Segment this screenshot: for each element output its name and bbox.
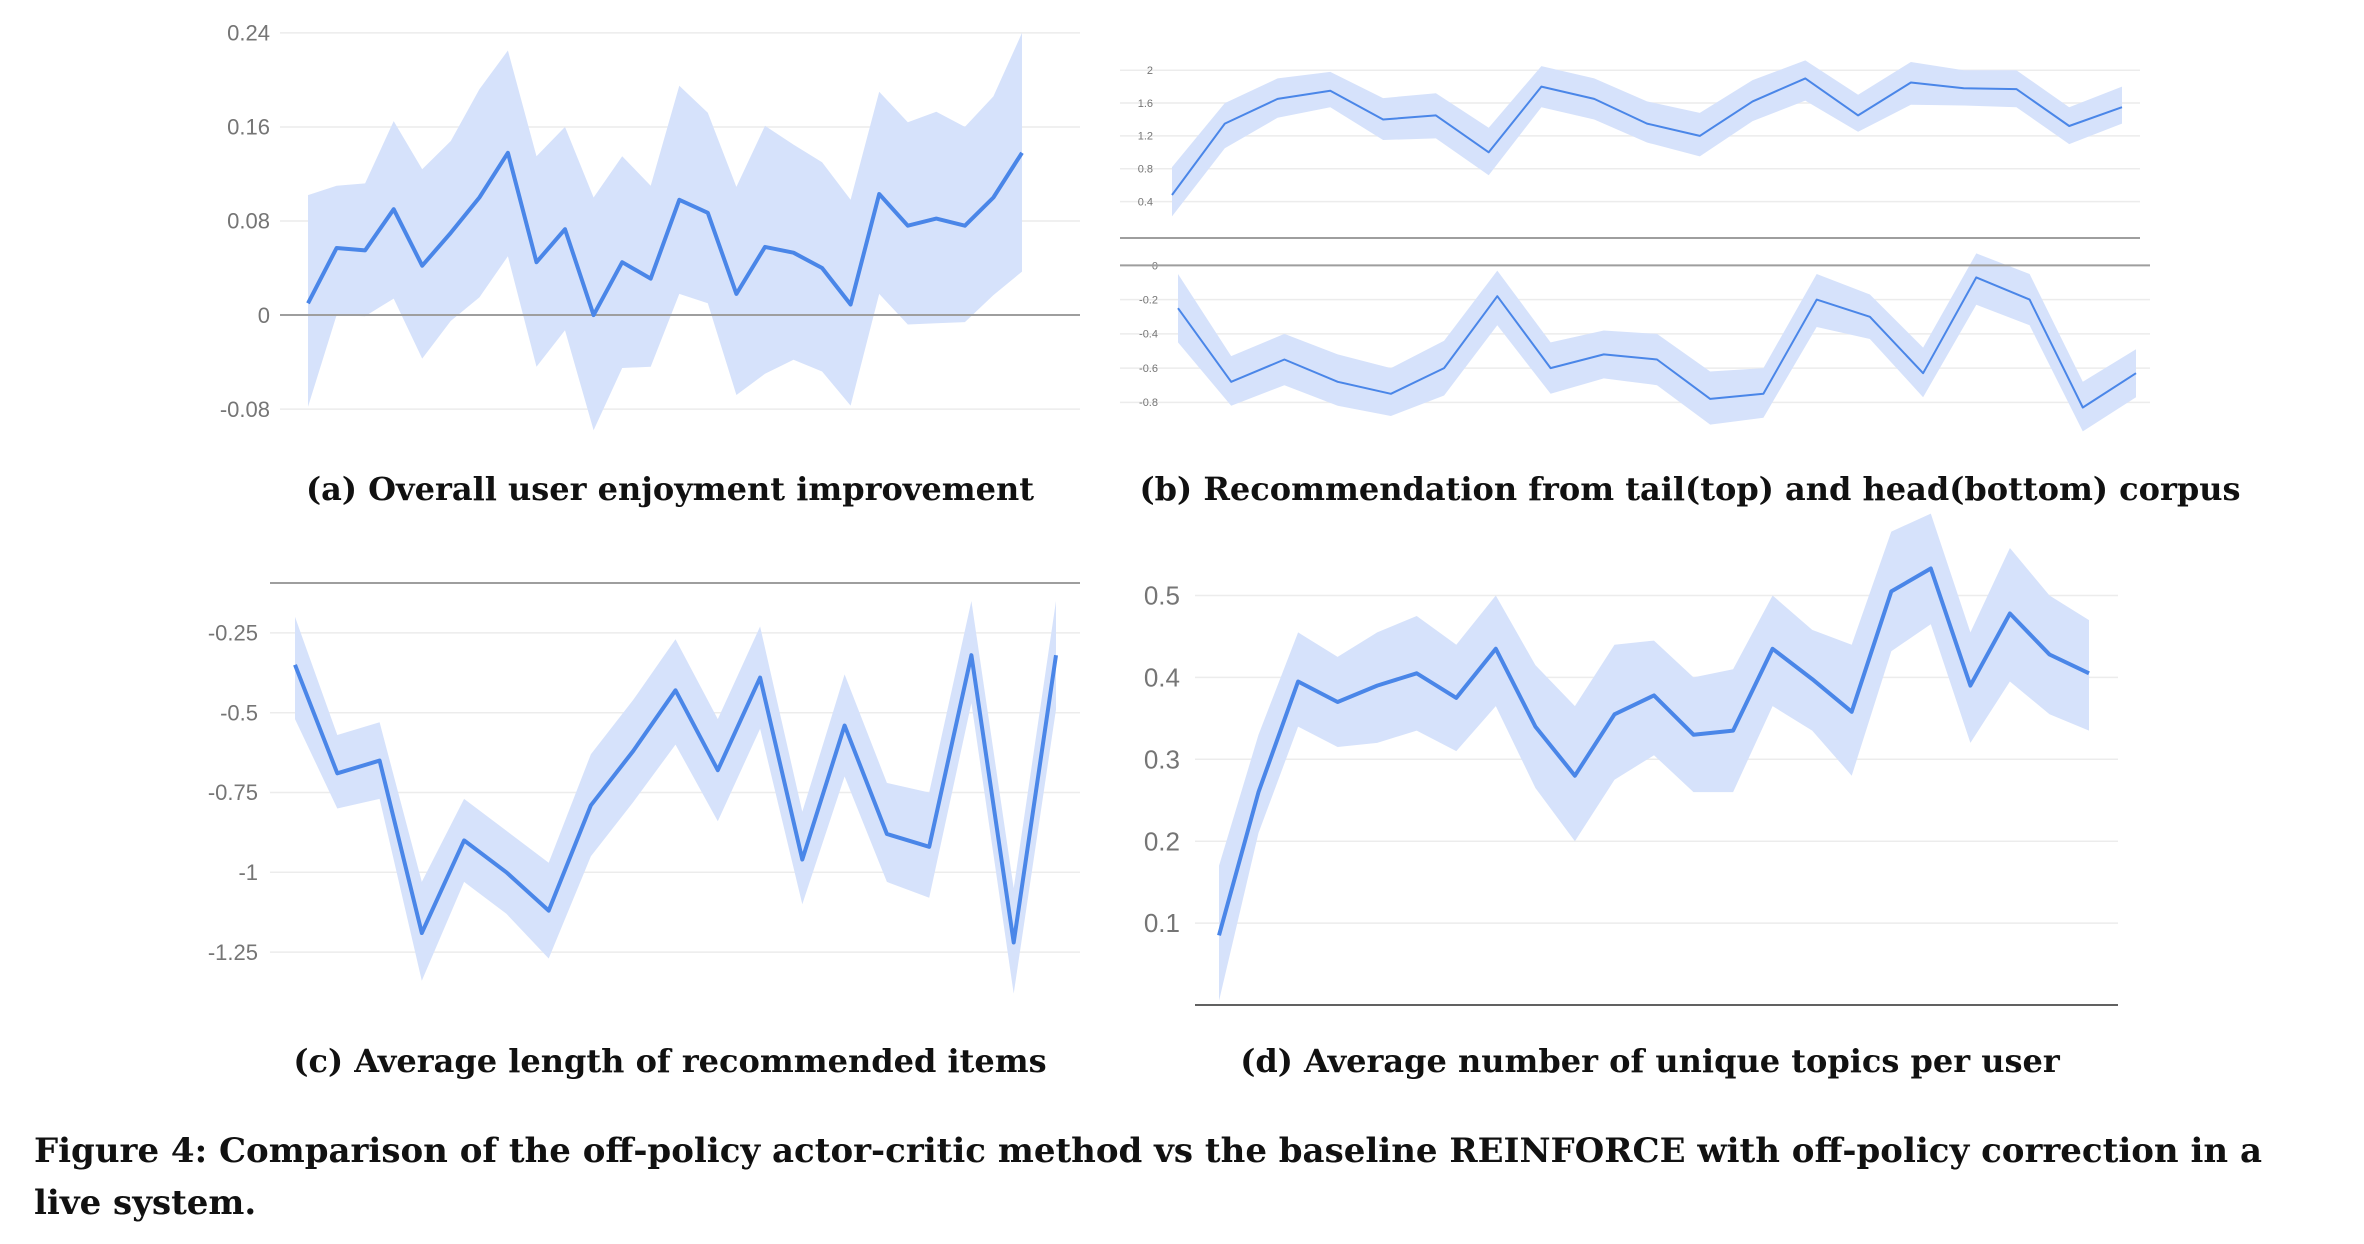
- y-tick-label: 0.2: [1144, 826, 1180, 856]
- confidence-band: [295, 601, 1056, 994]
- y-tick-label: 0: [258, 303, 270, 328]
- y-tick-label: 0.3: [1144, 744, 1180, 774]
- confidence-band: [1219, 513, 2089, 1001]
- y-tick-label: -1: [238, 860, 258, 885]
- y-tick-label: 0.16: [227, 115, 270, 140]
- y-tick-label: -0.4: [1139, 329, 1158, 341]
- y-tick-label: -0.6: [1139, 363, 1158, 375]
- confidence-band: [1172, 60, 2122, 217]
- y-tick-label: -0.25: [208, 621, 258, 646]
- caption-a: (a) Overall user enjoyment improvement: [305, 470, 1035, 508]
- y-tick-label: 0.8: [1138, 164, 1153, 176]
- caption-b: (b) Recommendation from tail(top) and he…: [1139, 470, 2241, 508]
- y-tick-label: -0.8: [1139, 397, 1158, 409]
- confidence-band: [308, 32, 1022, 431]
- caption-d: (d) Average number of unique topics per …: [1240, 1042, 2060, 1080]
- confidence-band: [1178, 253, 2136, 432]
- y-tick-label: 0.24: [227, 21, 270, 46]
- y-tick-label: -1.25: [208, 940, 258, 965]
- caption-c: (c) Average length of recommended items: [293, 1042, 1047, 1080]
- chart-a: 0.24 0.16 0.08 0 -0.08: [220, 21, 1080, 431]
- y-tick-label: -0.2: [1139, 294, 1158, 306]
- chart-d: 0.5 0.4 0.3 0.2 0.1: [1144, 513, 2118, 1006]
- y-tick-label: -0.75: [208, 780, 258, 805]
- y-tick-label: -0.08: [220, 397, 270, 422]
- y-tick-label: 0.5: [1144, 581, 1180, 611]
- y-tick-label: 0.08: [227, 209, 270, 234]
- chart-b-bottom: 0-0.2-0.4-0.6-0.8: [1120, 253, 2150, 432]
- y-tick-label: -0.5: [220, 700, 258, 725]
- y-tick-label: 0.4: [1138, 196, 1153, 208]
- series-line: [306, 150, 1024, 318]
- y-tick-label: 1.2: [1138, 131, 1153, 143]
- y-tick-label: 0.1: [1144, 908, 1180, 938]
- chart-c: -0.25 -0.5 -0.75 -1 -1.25: [208, 582, 1080, 994]
- figure-caption: Figure 4: Comparison of the off-policy a…: [34, 1131, 2262, 1223]
- y-tick-label: 1.6: [1138, 98, 1153, 110]
- y-tick-label: 2: [1147, 65, 1153, 77]
- chart-b-top: 2 1.6 1.2 0.8 0.4: [1120, 60, 2140, 217]
- y-tick-label: 0.4: [1144, 663, 1180, 693]
